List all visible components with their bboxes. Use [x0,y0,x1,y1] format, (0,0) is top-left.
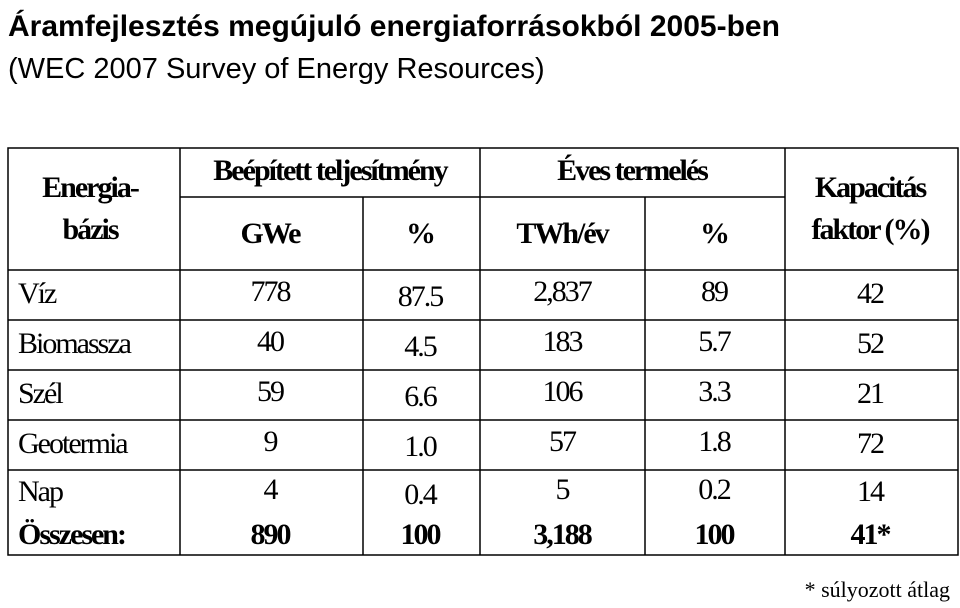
cell: 890 [251,518,291,551]
cell: 87.5 [398,280,444,313]
cell: 72 [857,427,884,460]
cell: 57 [549,425,577,458]
unit-cell: TWh/év [516,217,609,250]
row-label: Biomassza [18,327,132,360]
row-label: Geotermia [18,427,128,460]
cell: 41* [851,518,891,551]
cell: 778 [251,275,291,308]
cell: 0.2 [698,473,731,506]
cell: 5 [556,473,570,506]
row-label: Összesen: [18,518,125,551]
unit-cell: % [406,217,434,250]
cell: 6.6 [404,380,438,413]
cell: 59 [257,375,284,408]
cell: 183 [543,325,583,358]
cell: 106 [543,375,584,408]
unit-cell: GWe [241,217,302,250]
title: Áramfejlesztés megújuló energiaforrásokb… [8,9,780,43]
cell: 0.4 [404,478,438,511]
row-label: Szél [18,377,63,410]
cell: 100 [401,518,441,551]
header-cell: faktor (%) [812,213,930,246]
cell: 4 [264,473,279,506]
header-cell: bázis [62,213,118,246]
cell: 2,837 [533,275,593,308]
row-label: Víz [18,277,57,310]
cell: 14 [857,475,885,508]
header-cell: Energia- [42,171,139,204]
table-body: Víz 778 87.5 2,837 89 42 Biomassza 40 4.5 183 5.7 5… [18,275,893,551]
cell: 40 [257,325,284,358]
cell: 9 [264,425,278,458]
cell: 42 [857,277,884,310]
cell: 3.3 [698,375,731,408]
header-cell: Beépített teljesítmény [213,154,448,187]
unit-cell: % [700,217,728,250]
footnote: * súlyozott átlag [805,577,950,602]
cell: 52 [857,327,884,360]
cell: 89 [701,275,728,308]
cell: 4.5 [404,330,437,363]
cell: 1.0 [404,430,437,463]
header-cell: Kapacitás [815,171,927,204]
cell: 3,188 [533,518,592,551]
cell: 5.7 [698,325,732,358]
cell: 1.8 [698,425,731,458]
table-grid [7,147,959,556]
table-header: Energia- bázis Beépített teljesítmény Év… [42,154,931,250]
subtitle: (WEC 2007 Survey of Energy Resources) [8,53,545,85]
cell: 100 [695,518,735,551]
row-label: Nap [18,475,63,508]
cell: 21 [857,377,884,410]
header-cell: Éves termelés [557,154,708,187]
